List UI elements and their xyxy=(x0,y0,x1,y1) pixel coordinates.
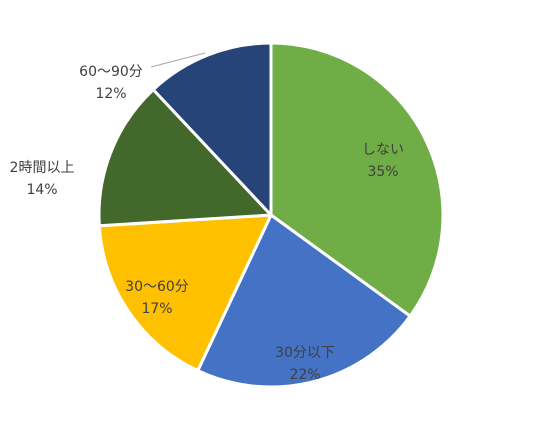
slice-percent-label: 22% xyxy=(289,367,320,383)
leader-line xyxy=(150,52,206,68)
slice-percent-label: 17% xyxy=(141,301,172,317)
slice-category-label: 2時間以上 xyxy=(10,160,75,176)
slice-percent-label: 14% xyxy=(26,182,57,198)
leader-lines-layer xyxy=(150,52,206,68)
labels-layer: しない 35% 30分以下 22% 30～60分 17% 2時間以上 14% 60～90分 12% xyxy=(10,64,404,383)
slice-category-label: 60～90分 xyxy=(79,64,143,80)
slice-percent-label: 35% xyxy=(367,164,398,180)
slice-percent-label: 12% xyxy=(95,86,126,102)
slices-layer xyxy=(97,41,445,389)
pie-slice-5 xyxy=(151,41,273,217)
pie-slice-3 xyxy=(97,213,273,373)
pie-slice-4 xyxy=(97,88,273,228)
pie-slice-1 xyxy=(269,41,445,318)
slice-category-label: 30分以下 xyxy=(275,345,335,361)
slice-category-label: 30～60分 xyxy=(125,279,189,295)
slice-category-label: しない xyxy=(362,142,404,158)
